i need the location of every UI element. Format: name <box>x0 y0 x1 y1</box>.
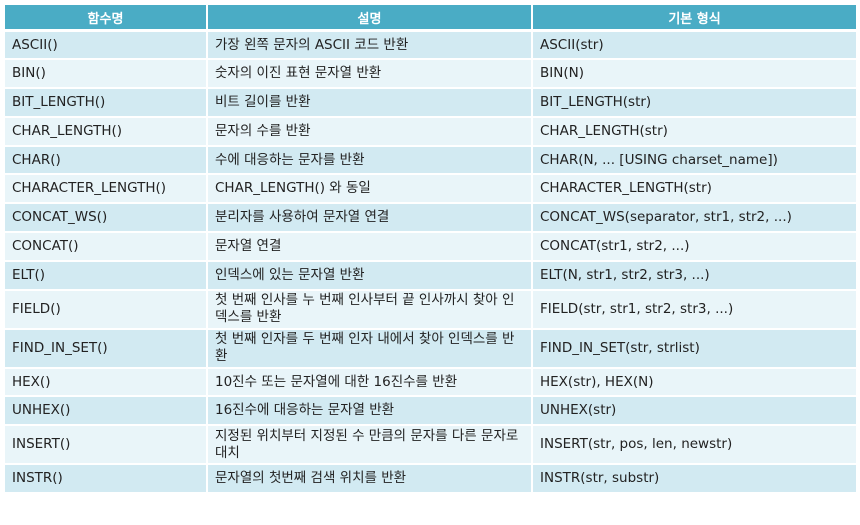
table-header: 함수명 설명 기본 형식 <box>3 3 858 32</box>
function-description: 문자의 수를 반환 <box>206 115 533 147</box>
function-syntax: FIELD(str, str1, str2, str3, ...) <box>531 288 858 330</box>
function-name: CONCAT_WS() <box>3 202 208 234</box>
function-description: 10진수 또는 문자열에 대한 16진수를 반환 <box>206 366 533 398</box>
table-row: FIND_IN_SET() 첫 번째 인자를 두 번째 인자 내에서 찾아 인덱… <box>3 327 858 369</box>
function-description: 숫자의 이진 표현 문자열 반환 <box>206 58 533 90</box>
table-row: HEX() 10진수 또는 문자열에 대한 16진수를 반환 HEX(str),… <box>3 366 858 398</box>
function-name: CONCAT() <box>3 231 208 262</box>
header-description: 설명 <box>206 3 533 32</box>
function-syntax: BIN(N) <box>531 58 858 90</box>
function-description: 비트 길이를 반환 <box>206 87 533 118</box>
function-syntax: BIT_LENGTH(str) <box>531 87 858 118</box>
function-description: 문자열 연결 <box>206 231 533 262</box>
function-name: CHAR() <box>3 144 208 176</box>
function-name: BIN() <box>3 58 208 90</box>
function-syntax: CONCAT_WS(separator, str1, str2, ...) <box>531 202 858 234</box>
table-row: BIT_LENGTH() 비트 길이를 반환 BIT_LENGTH(str) <box>3 87 858 118</box>
function-description: 분리자를 사용하여 문자열 연결 <box>206 202 533 234</box>
function-syntax: CHAR(N, ... [USING charset_name]) <box>531 144 858 176</box>
function-description: CHAR_LENGTH() 와 동일 <box>206 173 533 205</box>
function-name: FIELD() <box>3 288 208 330</box>
function-name: INSERT() <box>3 424 208 466</box>
table-row: ASCII() 가장 왼쪽 문자의 ASCII 코드 반환 ASCII(str) <box>3 29 858 61</box>
string-functions-table-container: 함수명 설명 기본 형식 ASCII() 가장 왼쪽 문자의 ASCII 코드 … <box>3 3 858 495</box>
table-row: FIELD() 첫 번째 인사를 누 번째 인사부터 끝 인사까시 찾아 인덱스… <box>3 288 858 330</box>
table-body: ASCII() 가장 왼쪽 문자의 ASCII 코드 반환 ASCII(str)… <box>3 29 858 495</box>
table-row: CHAR_LENGTH() 문자의 수를 반환 CHAR_LENGTH(str) <box>3 115 858 147</box>
function-name: ASCII() <box>3 29 208 61</box>
function-description: 첫 번째 인사를 누 번째 인사부터 끝 인사까시 찾아 인덱스를 반환 <box>206 288 533 330</box>
function-syntax: CONCAT(str1, str2, ...) <box>531 231 858 262</box>
table-row: INSTR() 문자열의 첫번째 검색 위치를 반환 INSTR(str, su… <box>3 463 858 495</box>
function-syntax: FIND_IN_SET(str, strlist) <box>531 327 858 369</box>
function-description: 지정된 위치부터 지정된 수 만큼의 문자를 다른 문자로 대치 <box>206 424 533 466</box>
function-name: ELT() <box>3 259 208 291</box>
function-description: 가장 왼쪽 문자의 ASCII 코드 반환 <box>206 29 533 61</box>
header-row: 함수명 설명 기본 형식 <box>3 3 858 32</box>
table-row: BIN() 숫자의 이진 표현 문자열 반환 BIN(N) <box>3 58 858 90</box>
function-description: 16진수에 대응하는 문자열 반환 <box>206 395 533 427</box>
function-syntax: UNHEX(str) <box>531 395 858 427</box>
function-description: 인덱스에 있는 문자열 반환 <box>206 259 533 291</box>
table-row: UNHEX() 16진수에 대응하는 문자열 반환 UNHEX(str) <box>3 395 858 427</box>
function-name: UNHEX() <box>3 395 208 427</box>
function-syntax: INSTR(str, substr) <box>531 463 858 495</box>
table-row: CONCAT_WS() 분리자를 사용하여 문자열 연결 CONCAT_WS(s… <box>3 202 858 234</box>
string-functions-table: 함수명 설명 기본 형식 ASCII() 가장 왼쪽 문자의 ASCII 코드 … <box>3 3 858 495</box>
table-row: ELT() 인덱스에 있는 문자열 반환 ELT(N, str1, str2, … <box>3 259 858 291</box>
header-function-name: 함수명 <box>3 3 208 32</box>
function-syntax: ASCII(str) <box>531 29 858 61</box>
function-syntax: ELT(N, str1, str2, str3, ...) <box>531 259 858 291</box>
function-description: 문자열의 첫번째 검색 위치를 반환 <box>206 463 533 495</box>
function-syntax: CHAR_LENGTH(str) <box>531 115 858 147</box>
function-syntax: HEX(str), HEX(N) <box>531 366 858 398</box>
function-name: CHARACTER_LENGTH() <box>3 173 208 205</box>
table-row: CONCAT() 문자열 연결 CONCAT(str1, str2, ...) <box>3 231 858 262</box>
function-name: HEX() <box>3 366 208 398</box>
table-row: CHARACTER_LENGTH() CHAR_LENGTH() 와 동일 CH… <box>3 173 858 205</box>
function-name: BIT_LENGTH() <box>3 87 208 118</box>
table-row: CHAR() 수에 대응하는 문자를 반환 CHAR(N, ... [USING… <box>3 144 858 176</box>
function-description: 수에 대응하는 문자를 반환 <box>206 144 533 176</box>
function-syntax: INSERT(str, pos, len, newstr) <box>531 424 858 466</box>
function-syntax: CHARACTER_LENGTH(str) <box>531 173 858 205</box>
function-name: CHAR_LENGTH() <box>3 115 208 147</box>
header-syntax: 기본 형식 <box>531 3 858 32</box>
function-description: 첫 번째 인자를 두 번째 인자 내에서 찾아 인덱스를 반환 <box>206 327 533 369</box>
function-name: INSTR() <box>3 463 208 495</box>
table-row: INSERT() 지정된 위치부터 지정된 수 만큼의 문자를 다른 문자로 대… <box>3 424 858 466</box>
function-name: FIND_IN_SET() <box>3 327 208 369</box>
